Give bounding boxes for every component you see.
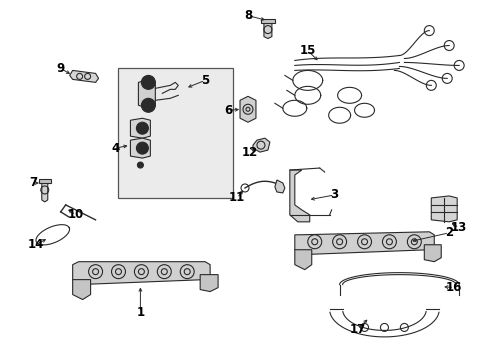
Text: 17: 17 xyxy=(349,323,365,336)
Bar xyxy=(118,68,233,198)
Polygon shape xyxy=(200,275,218,292)
Polygon shape xyxy=(39,179,51,183)
Text: 6: 6 xyxy=(224,104,232,117)
Polygon shape xyxy=(138,80,155,108)
Text: 14: 14 xyxy=(27,238,44,251)
Text: 3: 3 xyxy=(330,188,338,202)
Polygon shape xyxy=(130,138,150,158)
Polygon shape xyxy=(294,232,433,255)
Circle shape xyxy=(145,102,151,108)
Polygon shape xyxy=(430,196,456,222)
Circle shape xyxy=(136,142,148,154)
Polygon shape xyxy=(73,280,90,300)
Polygon shape xyxy=(424,245,440,262)
Circle shape xyxy=(136,122,148,134)
Polygon shape xyxy=(41,181,48,202)
Circle shape xyxy=(140,126,144,131)
Text: 7: 7 xyxy=(29,176,37,189)
Polygon shape xyxy=(289,170,309,222)
Circle shape xyxy=(140,146,144,150)
Text: 12: 12 xyxy=(242,145,258,159)
Text: 1: 1 xyxy=(136,306,144,319)
Polygon shape xyxy=(130,118,150,138)
Text: 11: 11 xyxy=(228,192,244,204)
Circle shape xyxy=(145,80,151,85)
Circle shape xyxy=(141,98,155,112)
Text: 8: 8 xyxy=(244,9,252,22)
Polygon shape xyxy=(294,250,311,270)
Text: 9: 9 xyxy=(57,62,65,75)
Text: 2: 2 xyxy=(444,226,452,239)
Text: 13: 13 xyxy=(450,221,467,234)
Polygon shape xyxy=(240,96,255,122)
Text: 5: 5 xyxy=(201,74,209,87)
Circle shape xyxy=(137,162,143,168)
Polygon shape xyxy=(73,262,210,285)
Text: 10: 10 xyxy=(67,208,83,221)
Polygon shape xyxy=(252,138,269,152)
Text: 16: 16 xyxy=(445,281,462,294)
Polygon shape xyxy=(261,19,274,23)
Circle shape xyxy=(141,75,155,89)
Text: 15: 15 xyxy=(299,44,315,57)
Polygon shape xyxy=(264,21,271,39)
Text: 4: 4 xyxy=(111,141,120,155)
Polygon shape xyxy=(274,180,285,193)
Polygon shape xyxy=(69,71,99,82)
